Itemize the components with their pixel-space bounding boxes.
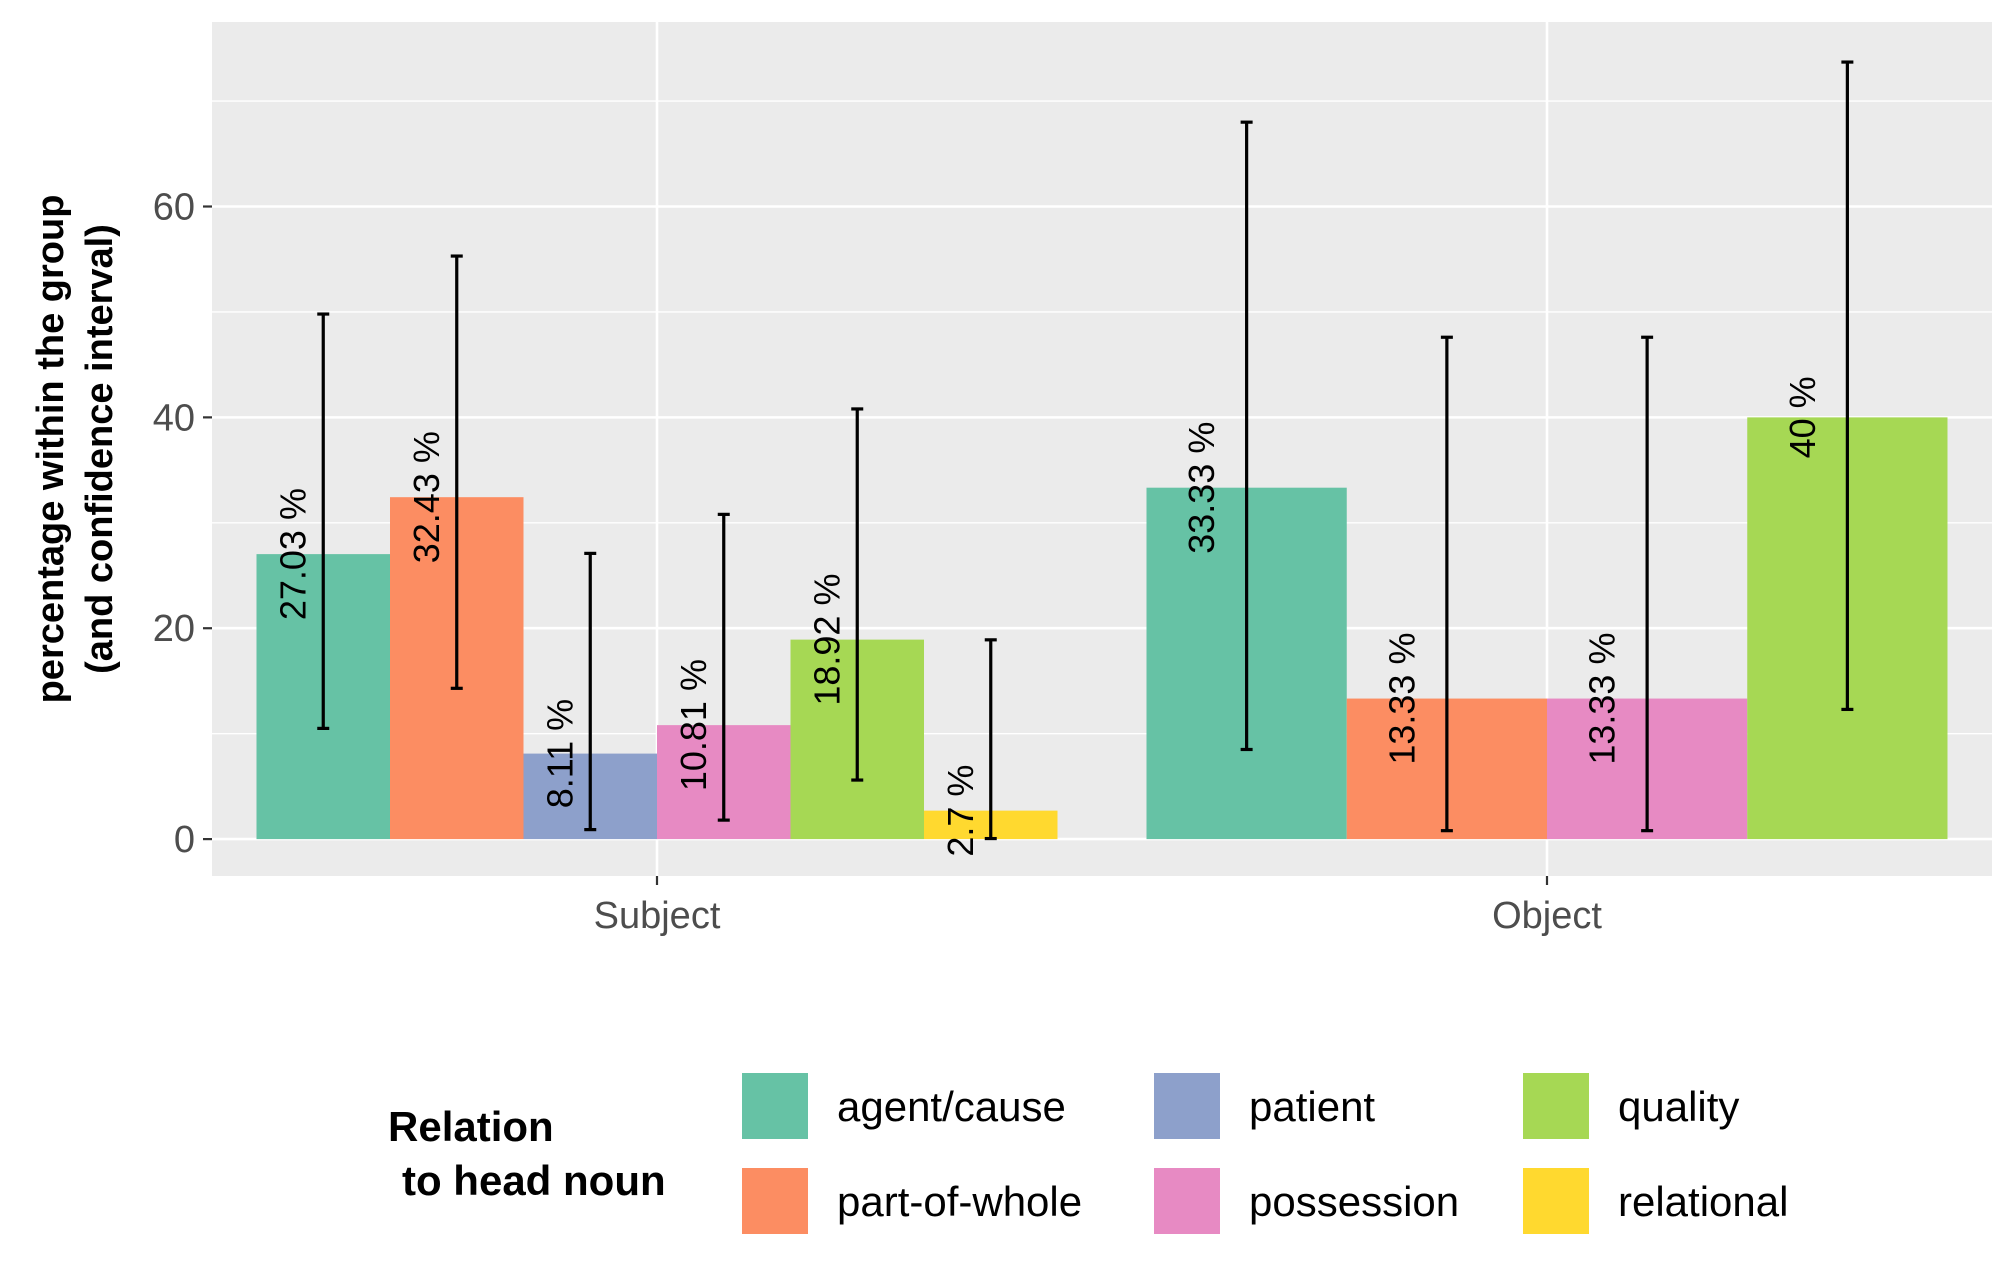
- bar-value-label: 18.92 %: [807, 574, 848, 706]
- y-tick-label: 60: [153, 187, 195, 229]
- legend-title-line-1: Relation: [388, 1103, 554, 1150]
- bar-value-label: 32.43 %: [406, 431, 447, 563]
- legend-label: patient: [1249, 1083, 1375, 1130]
- legend-label: possession: [1249, 1178, 1459, 1225]
- legend-key-relational: [1521, 1166, 1591, 1236]
- error-bars: [317, 60, 1854, 841]
- bar-value-label: 33.33 %: [1181, 422, 1222, 554]
- legend-key-part-of-whole: [740, 1166, 810, 1236]
- legend: Relation to head noun agent/cause part-of…: [388, 1071, 1788, 1236]
- legend-label: agent/cause: [837, 1083, 1066, 1130]
- bar-value-label: 13.33 %: [1582, 633, 1623, 765]
- y-axis-title-line-2: (and confidence interval): [79, 224, 121, 674]
- x-axis-ticks: Subject Object: [594, 876, 1602, 937]
- x-tick-label: Subject: [594, 895, 721, 937]
- bar-value-label: 8.11 %: [540, 699, 581, 808]
- legend-title-line-2: to head noun: [402, 1157, 666, 1204]
- bar-value-label: 10.81 %: [673, 659, 714, 791]
- y-axis-title-line-1: percentage within the group: [30, 195, 72, 704]
- legend-key-patient: [1152, 1071, 1222, 1141]
- legend-label: relational: [1618, 1178, 1788, 1225]
- bar-labels: 27.03 % 32.43 % 8.11 % 10.81 % 18.92 % 2.7 % 3…: [273, 376, 1823, 856]
- x-tick-label: Object: [1492, 895, 1602, 937]
- y-axis-ticks: 0 20 40 60: [153, 187, 212, 861]
- bar-value-label: 40 %: [1782, 376, 1823, 458]
- legend-label: part-of-whole: [837, 1178, 1082, 1225]
- y-tick-label: 40: [153, 397, 195, 439]
- y-tick-label: 0: [174, 819, 195, 861]
- legend-key-quality: [1521, 1071, 1591, 1141]
- y-tick-label: 20: [153, 608, 195, 650]
- bar-value-label: 27.03 %: [273, 488, 314, 620]
- legend-key-agent-cause: [740, 1071, 810, 1141]
- bar-value-label: 2.7 %: [940, 765, 981, 857]
- legend-label: quality: [1618, 1083, 1739, 1130]
- legend-key-possession: [1152, 1166, 1222, 1236]
- bar-value-label: 13.33 %: [1381, 633, 1422, 765]
